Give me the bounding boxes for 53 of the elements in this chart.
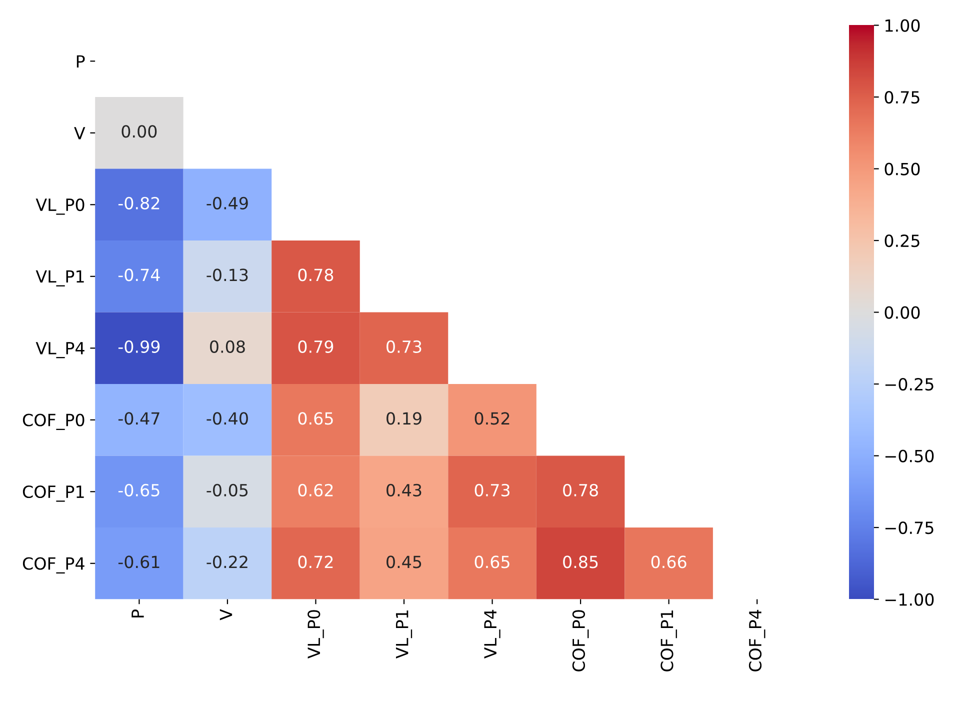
y-tick-label: COF_P0	[22, 414, 84, 430]
data-label: -0.47	[118, 412, 160, 425]
data-label: 0.65	[298, 412, 333, 425]
data-label: 0.08	[210, 340, 245, 353]
x-tick-label: VL_P4	[484, 610, 500, 659]
data-label: 0.73	[474, 484, 510, 496]
data-label: 0.85	[563, 556, 598, 568]
data-label: 0.79	[298, 340, 334, 353]
y-tick-label: P	[76, 55, 85, 68]
color-bar-label: 0.00	[884, 306, 920, 319]
y-tick-label: V	[74, 127, 86, 140]
x-tick-label: VL_P1	[396, 610, 412, 659]
data-label: -0.82	[118, 196, 160, 210]
data-label: 0.62	[298, 484, 333, 496]
data-label: -0.49	[206, 196, 248, 210]
x-tick-label: COF_P1	[660, 610, 677, 672]
data-label: 0.65	[474, 556, 510, 568]
data-label: 0.78	[563, 484, 598, 496]
data-label: 0.78	[298, 268, 334, 282]
data-label: 0.45	[386, 556, 422, 568]
data-label: 0.00	[122, 125, 157, 138]
y-tick-label: VL_P0	[36, 198, 84, 215]
color-bar-label: −0.25	[885, 378, 934, 391]
data-label: 0.73	[386, 340, 422, 353]
x-tick-label: COF_P0	[572, 610, 589, 672]
color-bar-label: 1.00	[886, 19, 920, 32]
data-label: -0.61	[118, 556, 160, 568]
color-bar-label: 0.50	[884, 162, 920, 176]
color-bar-label: −0.75	[885, 521, 934, 534]
y-tick-label: VL_P1	[36, 270, 84, 286]
color-bar-label: −1.00	[885, 593, 934, 606]
data-label: -0.65	[118, 484, 160, 496]
x-tick-label: COF_P4	[748, 610, 766, 672]
x-tick-label: VL_P0	[308, 610, 324, 659]
color-bar-label: 0.75	[884, 90, 920, 104]
color-bar-label: 0.25	[884, 234, 920, 248]
data-label: -0.13	[206, 268, 248, 282]
x-tick-label: V	[220, 609, 232, 620]
color-bar-label: −0.50	[885, 450, 934, 462]
y-tick-label: COF_P1	[22, 485, 84, 502]
y-tick-label: COF_P4	[22, 557, 84, 574]
data-label: -0.40	[206, 412, 248, 425]
data-label: 0.72	[298, 556, 333, 568]
data-label: -0.22	[206, 556, 248, 568]
data-label: -0.99	[118, 340, 160, 353]
y-tick-label: VL_P4	[36, 342, 84, 358]
x-tick-label: P	[132, 610, 144, 618]
data-label: 0.66	[651, 556, 686, 568]
data-label: 0.43	[386, 484, 422, 496]
data-label: 0.19	[386, 412, 422, 425]
data-label: -0.05	[206, 484, 248, 496]
data-label: -0.74	[118, 268, 160, 282]
data-label: 0.52	[474, 412, 510, 425]
